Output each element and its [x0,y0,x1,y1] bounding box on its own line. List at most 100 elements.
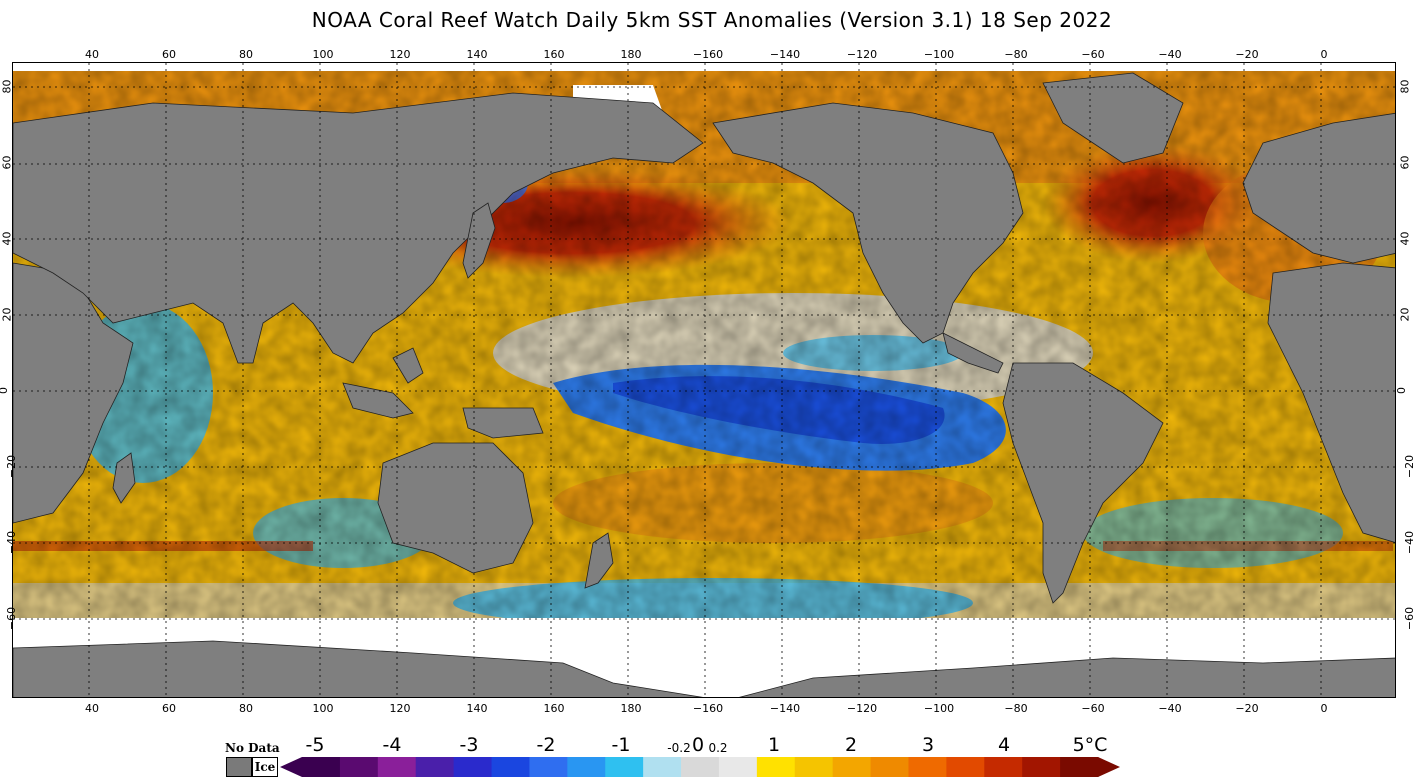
longitude-label: −60 [1081,702,1105,715]
latitude-label: −20 [5,454,19,479]
colorbar-tick-label: -5 [305,734,325,756]
longitude-label: 180 [620,702,642,715]
colorbar-tick-label: -3 [459,734,479,756]
latitude-label: −60 [1403,606,1417,631]
greenland-landmass [1042,72,1184,164]
latitude-label: 20 [0,307,14,322]
central-america-landmass [942,332,1004,374]
longitude-label: 0 [1320,48,1328,61]
land-masses [13,72,1395,697]
colorbar-tick-label: -4 [382,734,402,756]
colorbar-tick-label: -2 [536,734,556,756]
colorbar-segment [1060,757,1099,777]
latitude-label: 0 [0,387,10,394]
colorbar-tick-label: 2 [844,734,858,756]
longitude-label: −140 [769,48,801,61]
colorbar-tick-label: -1 [611,734,631,756]
colorbar [280,757,1120,777]
latitude-label: 40 [1398,231,1412,246]
new-zealand-landmass [584,532,614,589]
longitude-label: −60 [1081,48,1105,61]
colorbar-segment [567,757,606,777]
colorbar-tick-label: 4 [997,734,1011,756]
longitude-label: 40 [85,48,99,61]
longitude-label: −160 [692,702,724,715]
longitude-label: 140 [466,702,488,715]
longitude-label: 180 [620,48,642,61]
colorbar-min-arrow [280,757,302,777]
colorbar-segment [605,757,644,777]
madagascar-landmass [112,452,136,504]
longitude-label: −40 [1158,48,1182,61]
latitude-label: 20 [1398,307,1412,322]
colorbar-segment [681,757,720,777]
latitude-label: −40 [1403,530,1417,555]
longitude-label: 120 [389,48,411,61]
longitude-label: −100 [923,702,955,715]
longitude-label: 60 [162,702,176,715]
colorbar-max-arrow [1098,757,1120,777]
colorbar-segment [339,757,379,777]
latitude-label: −60 [5,606,19,631]
longitude-label: 0 [1320,702,1328,715]
antarctica-east-landmass [739,657,1395,697]
latitude-label: −20 [1403,454,1417,479]
latitude-label: 40 [0,231,14,246]
indonesia-landmass [342,382,414,419]
longitude-label: −140 [769,702,801,715]
map-title: NOAA Coral Reef Watch Daily 5km SST Anom… [311,8,1113,32]
arctic-ice-strip [13,63,1395,71]
longitude-label: −80 [1004,702,1028,715]
graticule [13,63,1395,697]
australia-landmass [377,442,534,574]
latitude-label: 80 [0,79,14,94]
borneo-landmass [392,347,424,384]
sst-anomaly-map [12,62,1396,698]
longitude-label: −120 [846,702,878,715]
colorbar-segment [529,757,568,777]
latitude-label: 80 [1398,79,1412,94]
longitude-label: −20 [1235,702,1259,715]
colorbar-tick-label: 3 [921,734,935,756]
latitude-label: −40 [5,530,19,555]
colorbar-tick-label: 0 [691,734,705,756]
new-guinea-landmass [462,407,544,439]
colorbar-segment [415,757,455,777]
colorbar-segment [908,757,947,777]
longitude-label: −20 [1235,48,1259,61]
ice-swatch: Ice [252,757,278,777]
colorbar-segment [832,757,872,777]
longitude-label: −100 [923,48,955,61]
colorbar-segment [946,757,985,777]
longitude-label: 40 [85,702,99,715]
colorbar-segment [1022,757,1061,777]
latitude-label: 60 [0,155,14,170]
longitude-label: 140 [466,48,488,61]
colorbar-tick-label: -0.2 [667,741,691,755]
longitude-label: 160 [543,48,565,61]
colorbar-segment [718,757,758,777]
map-svg [13,63,1395,697]
colorbar-segment [302,757,341,777]
colorbar-tick-label: 1 [767,734,781,756]
longitude-label: 100 [312,702,334,715]
longitude-label: 80 [239,48,253,61]
colorbar-tick-label: 0.2 [708,741,728,755]
longitude-label: 60 [162,48,176,61]
europe-landmass [1242,112,1395,264]
latitude-label: 0 [1395,387,1408,394]
colorbar-tick-label: 5°C [1072,734,1108,756]
colorbar-segment [984,757,1023,777]
japan-landmass [462,202,496,279]
colorbar-segment [453,757,493,777]
colorbar-segment [794,757,834,777]
colorbar-segment [377,757,417,777]
longitude-label: −40 [1158,702,1182,715]
no-data-label: No Data [225,741,280,755]
colorbar-segment [491,757,530,777]
longitude-label: −120 [846,48,878,61]
latitude-label: 60 [1398,155,1412,170]
colorbar-segment [870,757,909,777]
no-data-swatch [226,757,252,777]
colorbar-segment [643,757,682,777]
